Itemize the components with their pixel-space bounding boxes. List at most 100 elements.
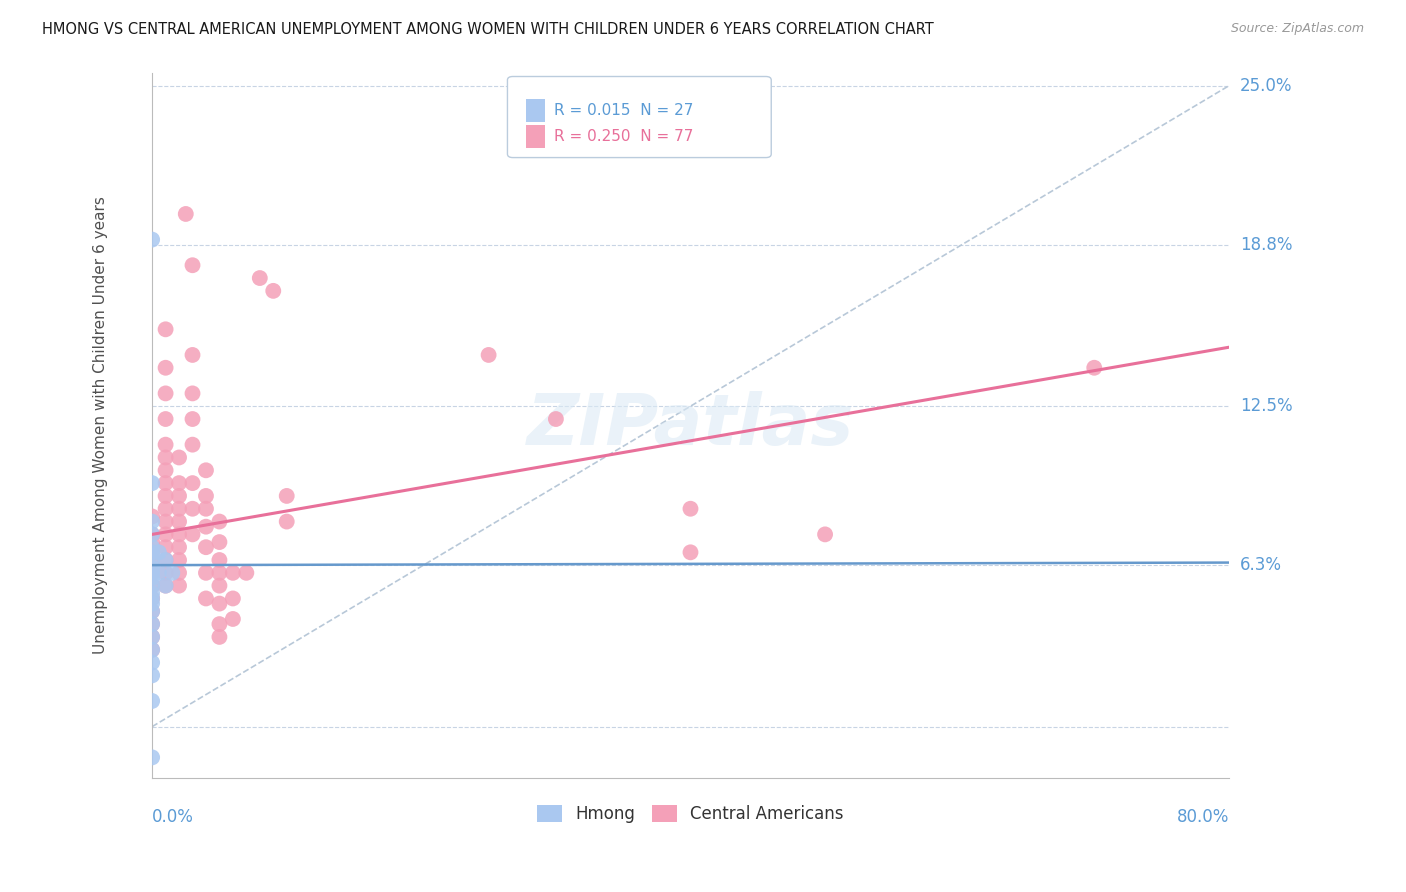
Point: [162, 566, 184, 580]
Text: R = 0.015  N = 27: R = 0.015 N = 27: [554, 103, 693, 118]
FancyBboxPatch shape: [526, 99, 546, 121]
Point: [141, 617, 163, 632]
Point: [679, 545, 702, 559]
Point: [141, 642, 163, 657]
Point: [208, 535, 231, 549]
Point: [141, 617, 163, 632]
Point: [141, 668, 163, 682]
Point: [276, 515, 298, 529]
Point: [141, 476, 163, 491]
Point: [148, 566, 170, 580]
Point: [235, 566, 257, 580]
Point: [478, 348, 501, 362]
Point: [155, 579, 177, 593]
Point: [155, 437, 177, 451]
Point: [141, 515, 163, 529]
Point: [141, 553, 163, 567]
Point: [167, 450, 190, 465]
Point: [155, 476, 177, 491]
Point: [155, 515, 177, 529]
Point: [208, 597, 231, 611]
Point: [249, 271, 271, 285]
Point: [141, 560, 163, 574]
Point: [141, 586, 163, 600]
Point: [148, 545, 170, 559]
Point: [167, 579, 190, 593]
Point: [155, 463, 177, 477]
Point: [155, 386, 177, 401]
Point: [1083, 360, 1105, 375]
Point: [208, 617, 231, 632]
Point: [174, 207, 197, 221]
Point: [814, 527, 837, 541]
Point: [141, 630, 163, 644]
Point: [141, 535, 163, 549]
Point: [141, 566, 163, 580]
Legend: Hmong, Central Americans: Hmong, Central Americans: [530, 798, 851, 830]
Point: [141, 527, 163, 541]
Point: [155, 322, 177, 336]
Point: [194, 566, 217, 580]
Point: [194, 489, 217, 503]
Point: [141, 642, 163, 657]
Point: [141, 545, 163, 559]
Point: [222, 612, 245, 626]
Point: [181, 527, 204, 541]
Point: [222, 591, 245, 606]
Point: [141, 604, 163, 618]
Point: [222, 566, 245, 580]
Text: 12.5%: 12.5%: [1240, 397, 1292, 415]
Point: [155, 527, 177, 541]
Point: [181, 501, 204, 516]
Point: [167, 515, 190, 529]
Point: [141, 545, 163, 559]
Point: [141, 591, 163, 606]
FancyBboxPatch shape: [508, 77, 772, 158]
Point: [167, 501, 190, 516]
Point: [155, 360, 177, 375]
Point: [155, 553, 177, 567]
Point: [141, 527, 163, 541]
Point: [167, 476, 190, 491]
Point: [174, 0, 197, 4]
Point: [208, 515, 231, 529]
Point: [141, 630, 163, 644]
Point: [155, 489, 177, 503]
Point: [208, 566, 231, 580]
Point: [141, 604, 163, 618]
Text: HMONG VS CENTRAL AMERICAN UNEMPLOYMENT AMONG WOMEN WITH CHILDREN UNDER 6 YEARS C: HMONG VS CENTRAL AMERICAN UNEMPLOYMENT A…: [42, 22, 934, 37]
Point: [141, 579, 163, 593]
Point: [155, 553, 177, 567]
Point: [141, 571, 163, 585]
Point: [167, 566, 190, 580]
Point: [141, 540, 163, 554]
Point: [141, 233, 163, 247]
Text: 18.8%: 18.8%: [1240, 235, 1292, 253]
Text: Source: ZipAtlas.com: Source: ZipAtlas.com: [1230, 22, 1364, 36]
Point: [167, 553, 190, 567]
Point: [141, 579, 163, 593]
Point: [155, 501, 177, 516]
Point: [276, 489, 298, 503]
Text: 6.3%: 6.3%: [1240, 556, 1282, 574]
Point: [181, 476, 204, 491]
Text: 25.0%: 25.0%: [1240, 77, 1292, 95]
Point: [155, 450, 177, 465]
Point: [167, 489, 190, 503]
Point: [181, 348, 204, 362]
Text: 80.0%: 80.0%: [1177, 808, 1229, 827]
Point: [141, 509, 163, 524]
Point: [141, 591, 163, 606]
Point: [181, 412, 204, 426]
Point: [194, 591, 217, 606]
Point: [167, 527, 190, 541]
Text: ZIPatlas: ZIPatlas: [527, 391, 855, 460]
Point: [141, 553, 163, 567]
Point: [194, 463, 217, 477]
Point: [141, 566, 163, 580]
Point: [208, 579, 231, 593]
Point: [155, 579, 177, 593]
Point: [155, 566, 177, 580]
Point: [181, 437, 204, 451]
Point: [155, 540, 177, 554]
